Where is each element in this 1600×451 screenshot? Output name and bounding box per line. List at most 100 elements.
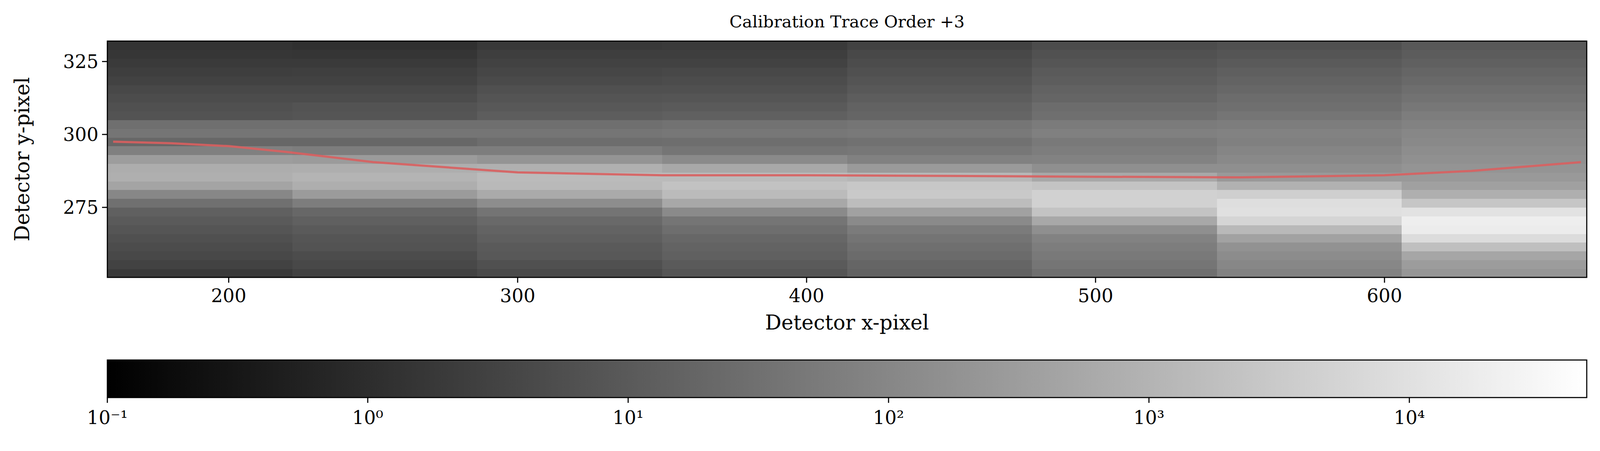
heatmap-cell bbox=[292, 198, 478, 208]
heatmap-cell bbox=[1217, 111, 1403, 121]
heatmap-cell bbox=[107, 128, 293, 138]
heatmap-cell bbox=[1217, 268, 1403, 278]
heatmap-cell bbox=[847, 163, 1033, 173]
heatmap-cell bbox=[847, 84, 1033, 94]
y-tick-label: 325 bbox=[63, 50, 99, 73]
heatmap-cell bbox=[107, 163, 293, 173]
colorbar-tick bbox=[106, 397, 109, 403]
heatmap-cell bbox=[477, 84, 663, 94]
heatmap-cell bbox=[477, 49, 663, 59]
heatmap-cell bbox=[847, 224, 1033, 234]
heatmap-cell bbox=[292, 242, 478, 252]
heatmap-cell bbox=[1031, 41, 1218, 50]
heatmap-cell bbox=[1217, 242, 1403, 252]
heatmap-cell bbox=[662, 268, 848, 278]
colorbar-tick bbox=[887, 397, 890, 403]
heatmap-cell bbox=[107, 75, 293, 85]
heatmap-cell bbox=[1401, 198, 1587, 208]
heatmap-cell bbox=[847, 49, 1033, 59]
heatmap-cell bbox=[662, 128, 848, 138]
heatmap-cell bbox=[1217, 137, 1403, 147]
heatmap-cell bbox=[292, 128, 478, 138]
heatmap-cell bbox=[292, 224, 478, 234]
heatmap-cell bbox=[1217, 155, 1403, 164]
heatmap-cell bbox=[662, 207, 848, 217]
heatmap-cell bbox=[847, 242, 1033, 252]
heatmap-cell bbox=[107, 155, 293, 164]
heatmap-cell bbox=[1401, 58, 1587, 68]
heatmap-cell bbox=[662, 41, 848, 50]
heatmap-cell bbox=[847, 155, 1033, 164]
heatmap-cell bbox=[1031, 111, 1218, 121]
y-tick bbox=[102, 133, 108, 136]
heatmap-cell bbox=[1031, 181, 1218, 190]
colorbar-frame bbox=[107, 360, 1587, 398]
colorbar-tick bbox=[627, 397, 630, 403]
chart: 200300400500600275300325Calibration Trac… bbox=[0, 0, 1600, 451]
heatmap-cell bbox=[1401, 242, 1587, 252]
x-tick bbox=[1095, 277, 1097, 283]
colorbar-tick-label: 10⁰ bbox=[352, 406, 383, 429]
heatmap-cell bbox=[292, 75, 478, 85]
heatmap-cell bbox=[1031, 233, 1218, 243]
x-tick bbox=[806, 277, 808, 283]
heatmap-cell bbox=[847, 251, 1033, 261]
x-tick-label: 400 bbox=[788, 284, 825, 307]
heatmap-cell bbox=[477, 111, 663, 121]
heatmap-cell bbox=[477, 189, 663, 199]
heatmap-cell bbox=[107, 259, 293, 269]
heatmap-cell bbox=[662, 75, 848, 85]
heatmap-cell bbox=[662, 251, 848, 261]
heatmap-cell bbox=[662, 155, 848, 164]
heatmap-cell bbox=[1031, 155, 1218, 164]
plot-area bbox=[107, 41, 1587, 278]
heatmap-cell bbox=[1031, 93, 1218, 103]
heatmap-cell bbox=[1401, 207, 1587, 217]
heatmap-cell bbox=[1031, 67, 1218, 76]
heatmap-cell bbox=[107, 181, 293, 190]
heatmap-cell bbox=[107, 224, 293, 234]
heatmap-cell bbox=[662, 163, 848, 173]
heatmap-cell bbox=[1217, 259, 1403, 269]
heatmap-cell bbox=[107, 67, 293, 76]
heatmap-cell bbox=[292, 137, 478, 147]
heatmap-cell bbox=[107, 58, 293, 68]
heatmap-cell bbox=[662, 198, 848, 208]
heatmap-cell bbox=[107, 198, 293, 208]
heatmap-cell bbox=[107, 172, 293, 182]
heatmap-cell bbox=[1031, 251, 1218, 261]
colorbar-tick-label: 10³ bbox=[1133, 406, 1165, 429]
heatmap-cell bbox=[1031, 268, 1218, 278]
heatmap-cell bbox=[292, 41, 478, 50]
heatmap-cell bbox=[1217, 128, 1403, 138]
heatmap-cell bbox=[477, 137, 663, 147]
heatmap-cell bbox=[477, 102, 663, 112]
heatmap-cell bbox=[292, 216, 478, 225]
heatmap-cell bbox=[662, 172, 848, 182]
heatmap-cell bbox=[477, 216, 663, 225]
heatmap-cell bbox=[292, 172, 478, 182]
heatmap-cell bbox=[847, 233, 1033, 243]
heatmap-cell bbox=[477, 224, 663, 234]
colorbar-tick bbox=[1408, 397, 1411, 403]
heatmap-cell bbox=[477, 242, 663, 252]
heatmap-cell bbox=[477, 119, 663, 129]
y-axis-title: Detector y-pixel bbox=[10, 77, 35, 242]
heatmap-cell bbox=[662, 84, 848, 94]
heatmap-cell bbox=[662, 102, 848, 112]
heatmap-cell bbox=[477, 181, 663, 190]
heatmap-cell bbox=[1031, 242, 1218, 252]
heatmap-cell bbox=[1217, 216, 1403, 225]
heatmap-cell bbox=[662, 137, 848, 147]
heatmap-cell bbox=[477, 128, 663, 138]
heatmap-cell bbox=[107, 111, 293, 121]
heatmap-cell bbox=[477, 58, 663, 68]
heatmap-cell bbox=[107, 207, 293, 217]
heatmap-cell bbox=[1401, 189, 1587, 199]
plot-frame bbox=[107, 41, 1587, 278]
heatmap-cell bbox=[662, 67, 848, 76]
x-tick bbox=[1383, 277, 1386, 283]
heatmap-cell bbox=[1217, 198, 1403, 208]
heatmap-cell bbox=[847, 41, 1033, 50]
heatmap-cell bbox=[847, 189, 1033, 199]
